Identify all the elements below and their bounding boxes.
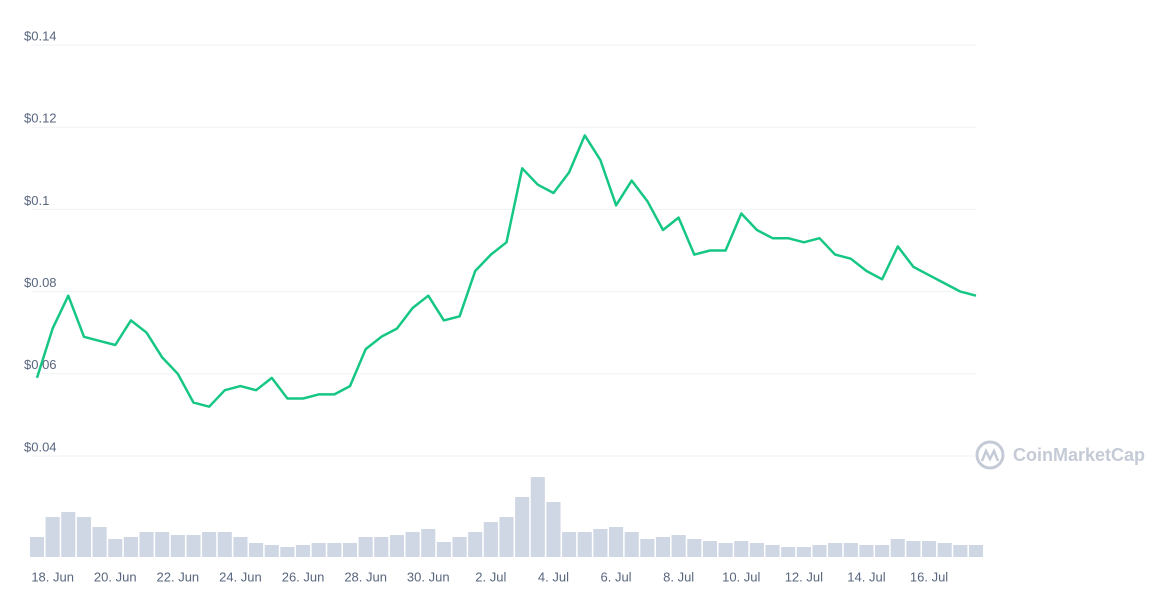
x-tick-label: 10. Jul xyxy=(722,569,760,584)
volume-bar xyxy=(734,541,749,557)
x-tick-label: 8. Jul xyxy=(663,569,694,584)
volume-bar xyxy=(749,543,764,557)
watermark: CoinMarketCap xyxy=(1013,445,1145,465)
volume-bar xyxy=(405,532,420,557)
volume-bar xyxy=(890,539,905,557)
volume-bar xyxy=(76,517,91,557)
volume-bar xyxy=(609,527,624,557)
volume-bar xyxy=(781,547,796,557)
watermark-logo xyxy=(975,440,1005,470)
volume-bar xyxy=(953,545,968,557)
volume-bar xyxy=(280,547,295,557)
volume-bar xyxy=(452,537,467,557)
volume-bar xyxy=(202,532,217,557)
volume-bar xyxy=(45,517,60,557)
volume-bar xyxy=(217,532,232,557)
x-tick-label: 2. Jul xyxy=(475,569,506,584)
x-tick-label: 14. Jul xyxy=(847,569,885,584)
volume-bar xyxy=(562,532,577,557)
volume-bar xyxy=(499,517,514,557)
volume-bar xyxy=(61,512,76,557)
volume-bar xyxy=(296,545,311,557)
x-tick-label: 18. Jun xyxy=(31,569,74,584)
volume-bar xyxy=(828,543,843,557)
volume-bar xyxy=(358,537,373,557)
volume-bar xyxy=(671,535,686,557)
volume-bar xyxy=(468,532,483,557)
volume-bar xyxy=(374,537,389,557)
x-tick-label: 24. Jun xyxy=(219,569,262,584)
volume-bar xyxy=(327,543,342,557)
volume-bar xyxy=(186,535,201,557)
volume-bar xyxy=(546,502,561,557)
volume-bar xyxy=(342,543,358,557)
volume-bar xyxy=(530,477,545,557)
x-tick-label: 22. Jun xyxy=(157,569,200,584)
x-tick-label: 26. Jun xyxy=(282,569,325,584)
volume-bar xyxy=(123,537,138,557)
volume-bar xyxy=(577,532,592,557)
y-tick-label: $0.1 xyxy=(24,193,49,208)
volume-bar xyxy=(937,543,952,557)
volume-bar xyxy=(483,522,498,557)
volume-bar xyxy=(906,541,921,557)
x-tick-label: 6. Jul xyxy=(601,569,632,584)
volume-bar xyxy=(249,543,264,557)
volume-bar xyxy=(139,532,154,557)
y-tick-label: $0.14 xyxy=(24,28,57,43)
volume-bar xyxy=(593,529,608,557)
y-tick-label: $0.12 xyxy=(24,111,57,126)
volume-bar xyxy=(875,545,890,557)
volume-bar xyxy=(968,545,984,557)
volume-bar xyxy=(389,535,404,557)
volume-bar xyxy=(515,497,530,557)
x-tick-label: 16. Jul xyxy=(910,569,948,584)
volume-bar xyxy=(843,543,858,557)
x-tick-label: 4. Jul xyxy=(538,569,569,584)
volume-bar xyxy=(640,539,655,557)
volume-bar xyxy=(718,543,733,557)
volume-bar xyxy=(859,545,874,557)
price-line xyxy=(35,134,977,408)
volume-bar xyxy=(170,535,185,557)
x-tick-label: 12. Jul xyxy=(785,569,823,584)
x-tick-label: 28. Jun xyxy=(344,569,387,584)
volume-bar xyxy=(311,543,326,557)
volume-bar xyxy=(687,539,702,557)
volume-bar xyxy=(765,545,780,557)
volume-bar xyxy=(155,532,170,557)
volume-bar xyxy=(264,545,279,557)
volume-bar xyxy=(624,532,639,557)
x-tick-label: 30. Jun xyxy=(407,569,450,584)
volume-bar xyxy=(233,537,248,557)
volume-bar xyxy=(796,547,811,557)
volume-bar xyxy=(29,537,45,557)
volume-bar xyxy=(421,529,436,557)
volume-bar xyxy=(702,541,717,557)
volume-bar xyxy=(812,545,827,557)
volume-bar xyxy=(92,527,107,557)
volume-bar xyxy=(436,542,451,557)
x-tick-label: 20. Jun xyxy=(94,569,137,584)
volume-bar xyxy=(655,537,671,557)
y-tick-label: $0.08 xyxy=(24,275,57,290)
volume-bar xyxy=(922,541,937,557)
volume-bar xyxy=(108,539,123,557)
y-tick-label: $0.04 xyxy=(24,439,57,454)
